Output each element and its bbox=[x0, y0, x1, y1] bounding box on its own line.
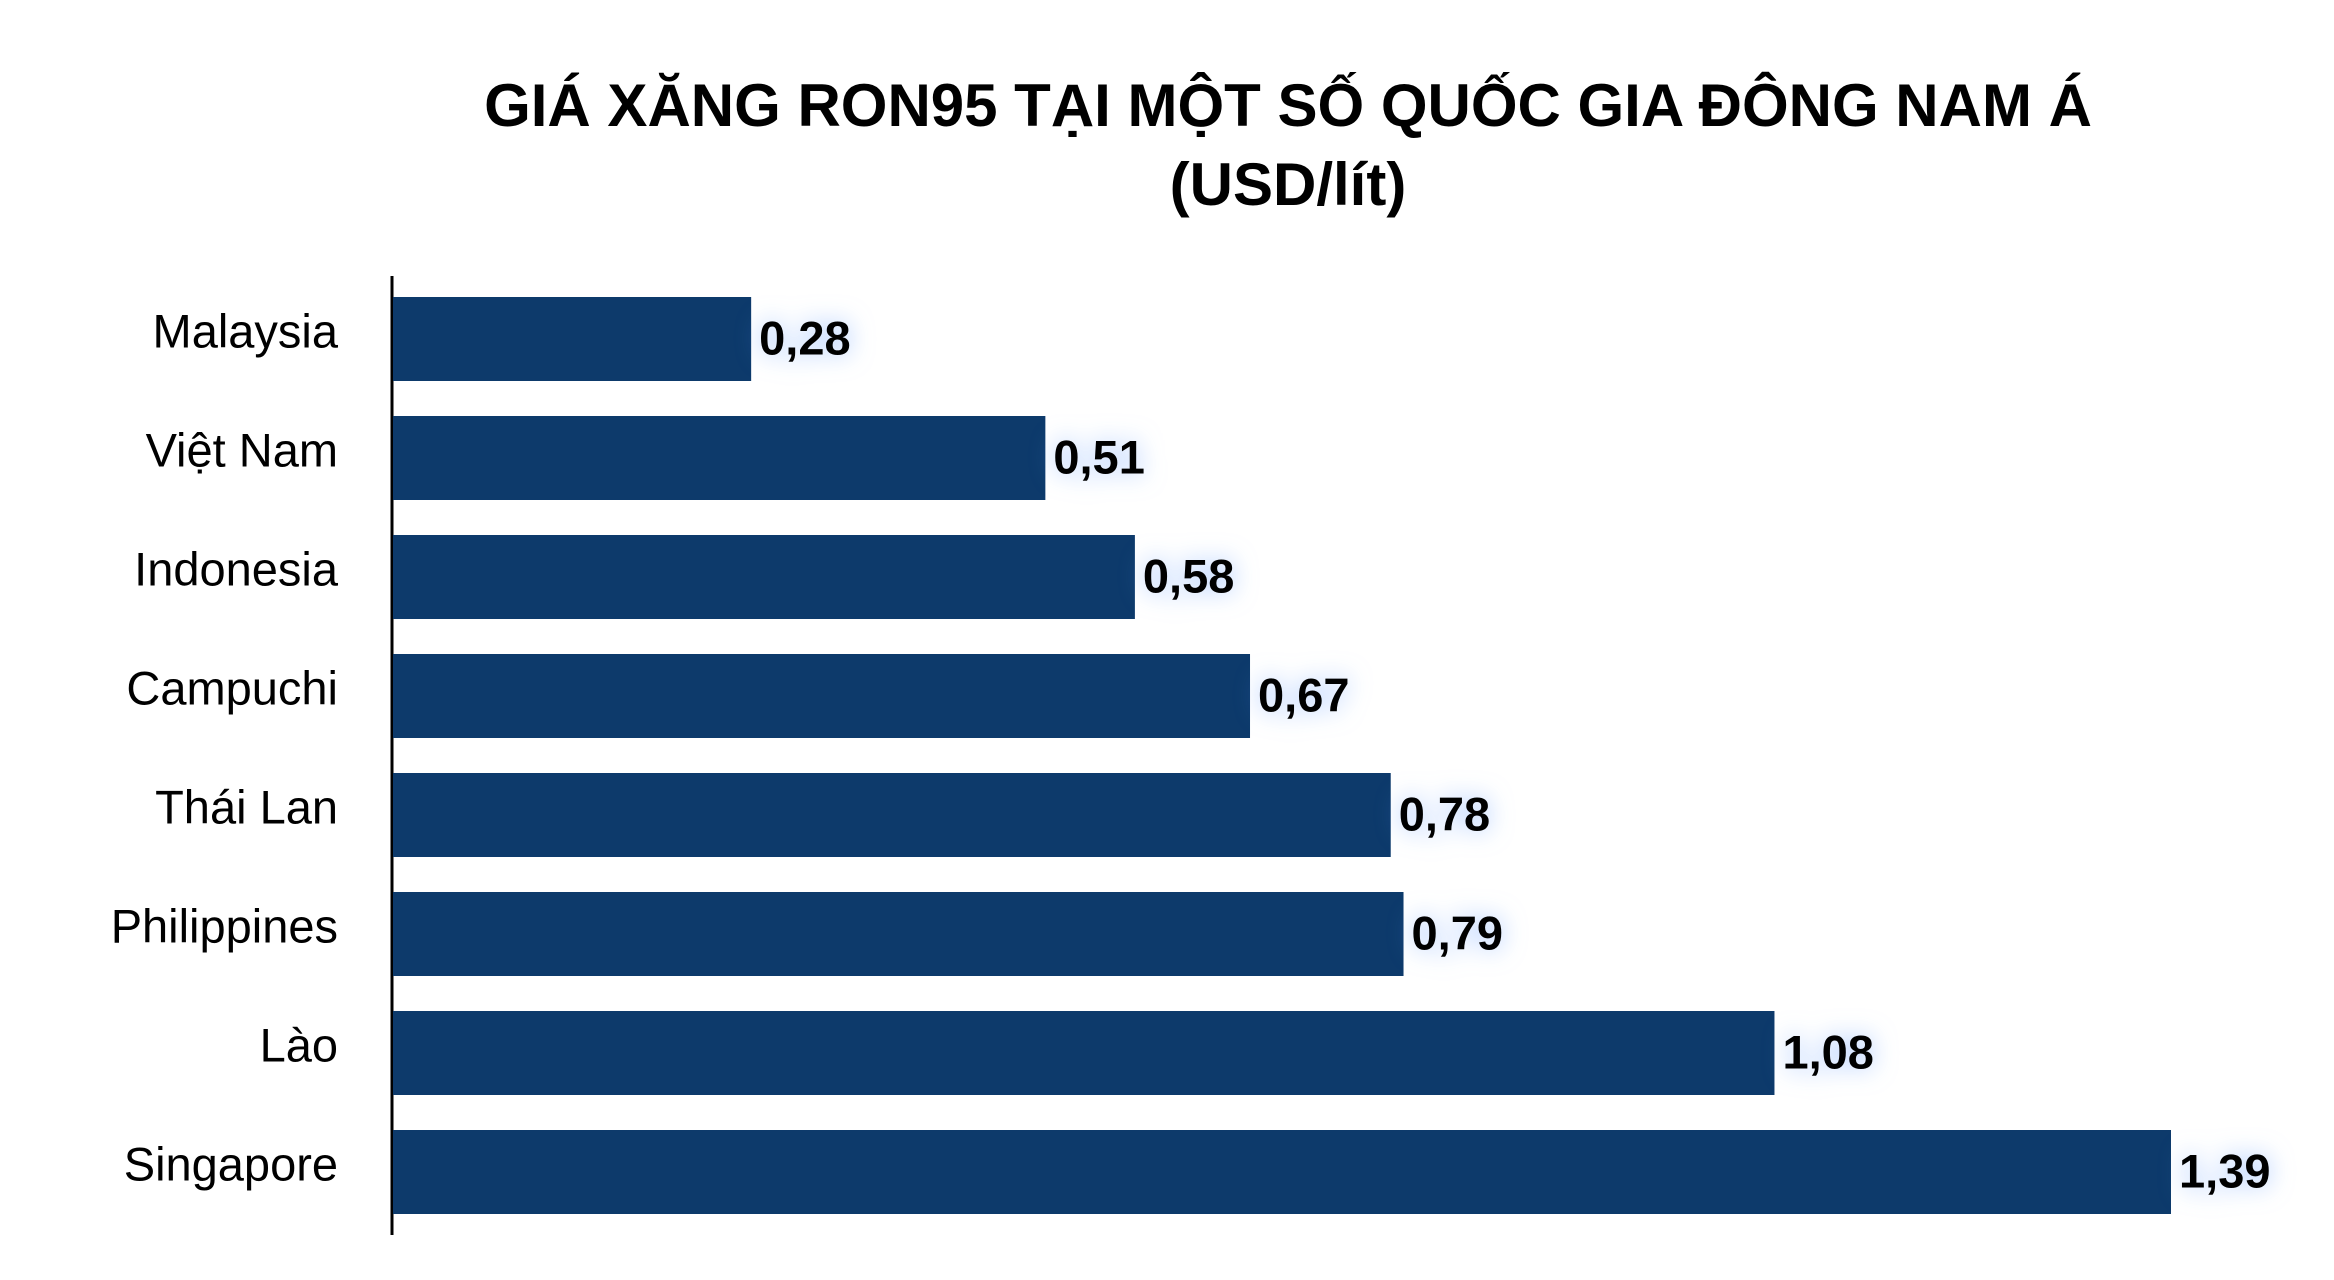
y-tick-label: Thái Lan bbox=[155, 780, 338, 833]
y-tick-label: Lào bbox=[260, 1018, 338, 1071]
bar bbox=[393, 297, 752, 381]
value-label: 0,28 bbox=[759, 311, 850, 364]
value-label: 0,78 bbox=[1399, 787, 1490, 840]
y-tick-label: Indonesia bbox=[134, 542, 339, 595]
y-tick-label: Việt Nam bbox=[146, 423, 338, 476]
y-tick-label: Philippines bbox=[111, 899, 338, 952]
value-label: 0,51 bbox=[1053, 430, 1144, 483]
bar bbox=[393, 1130, 2171, 1214]
value-label: 1,08 bbox=[1782, 1025, 1873, 1078]
value-label: 0,67 bbox=[1258, 668, 1349, 721]
value-label: 1,39 bbox=[2179, 1144, 2270, 1197]
bar bbox=[393, 892, 1404, 976]
bar bbox=[393, 535, 1135, 619]
y-tick-label: Malaysia bbox=[153, 304, 339, 357]
chart-title: GIÁ XĂNG RON95 TẠI MỘT SỐ QUỐC GIA ĐÔNG … bbox=[484, 72, 2092, 139]
bar bbox=[393, 1011, 1775, 1095]
y-tick-label: Campuchi bbox=[126, 661, 338, 714]
chart-subtitle: (USD/lít) bbox=[1170, 151, 1407, 218]
bar bbox=[393, 416, 1046, 500]
value-label: 0,79 bbox=[1412, 906, 1503, 959]
bar bbox=[393, 654, 1251, 738]
y-tick-label: Singapore bbox=[124, 1137, 338, 1190]
bar bbox=[393, 773, 1391, 857]
value-label: 0,58 bbox=[1143, 549, 1234, 602]
